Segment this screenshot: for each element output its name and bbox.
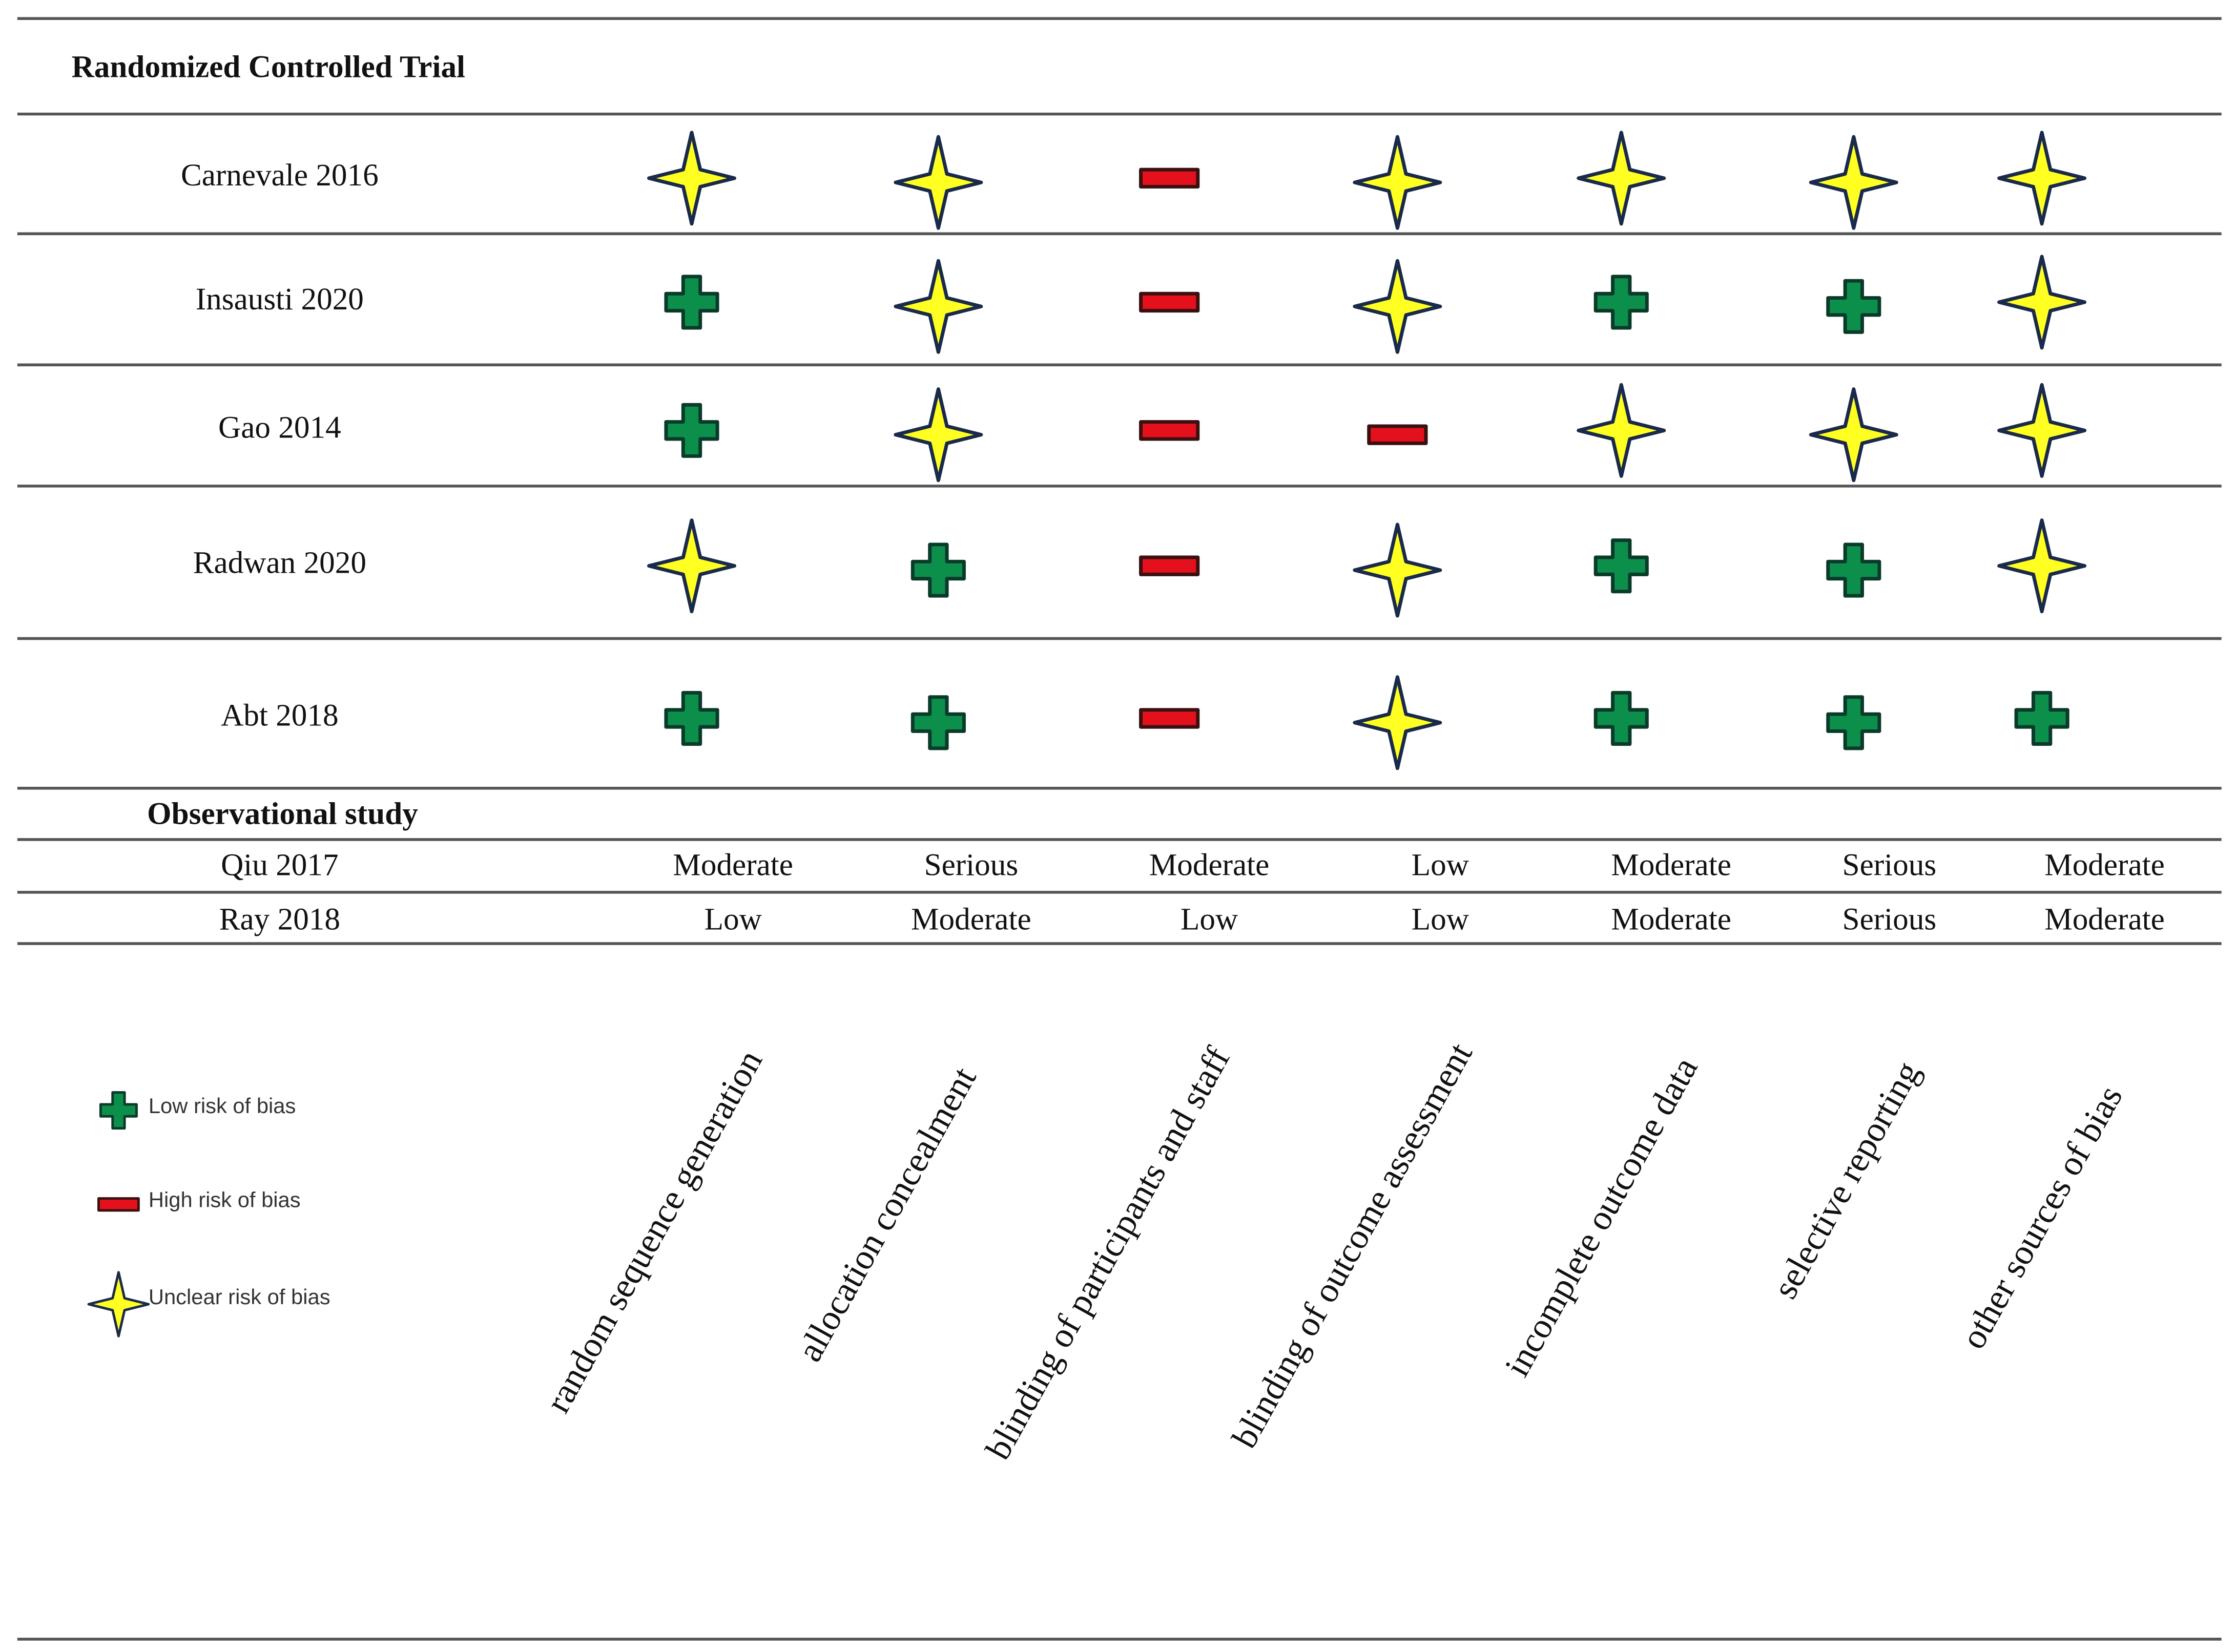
risk-symbol xyxy=(664,403,719,458)
study-label: Radwan 2020 xyxy=(193,546,366,580)
risk-symbol xyxy=(99,1091,138,1130)
risk-symbol xyxy=(1353,675,1442,770)
risk-symbol xyxy=(1997,383,2087,478)
legend-label: Low risk of bias xyxy=(149,1094,296,1118)
risk-symbol xyxy=(647,131,736,226)
section-title: Observational study xyxy=(147,796,418,831)
column-header: random sequence generation xyxy=(538,1043,770,1419)
risk-symbol xyxy=(647,518,736,614)
risk-symbol xyxy=(1353,135,1442,230)
study-label: Qiu 2017 xyxy=(221,848,339,883)
risk-symbol xyxy=(1997,131,2087,226)
column-header: incomplete outcome data xyxy=(1497,1051,1705,1383)
risk-symbol xyxy=(894,135,983,230)
study-label: Abt 2018 xyxy=(221,698,339,733)
risk-symbol xyxy=(1593,538,1649,594)
risk-symbol xyxy=(1139,555,1200,576)
column-header: selective reporting xyxy=(1765,1055,1928,1305)
risk-symbol xyxy=(1139,420,1200,441)
risk-symbol xyxy=(1826,542,1881,598)
risk-judgement: Moderate xyxy=(1611,902,1731,936)
risk-judgement: Serious xyxy=(1842,902,1937,936)
risk-symbol xyxy=(1826,695,1881,750)
risk-symbol xyxy=(1809,135,1898,230)
study-label: Carnevale 2016 xyxy=(181,158,379,193)
section-title: Randomized Controlled Trial xyxy=(72,49,465,84)
risk-judgement: Moderate xyxy=(673,848,793,883)
risk-symbol xyxy=(1809,387,1898,483)
risk-judgement: Low xyxy=(1412,848,1469,883)
risk-judgement: Moderate xyxy=(1611,848,1731,883)
risk-judgement: Moderate xyxy=(1149,848,1270,883)
risk-symbol xyxy=(910,542,966,598)
column-header: allocation concealment xyxy=(790,1061,984,1368)
risk-judgement: Serious xyxy=(1842,848,1937,883)
study-label: Ray 2018 xyxy=(219,902,340,936)
risk-judgement: Low xyxy=(1181,902,1238,936)
risk-symbol xyxy=(1826,279,1881,334)
risk-symbol xyxy=(1577,383,1666,478)
legend-label: Unclear risk of bias xyxy=(149,1285,330,1309)
risk-judgement: Serious xyxy=(924,848,1019,883)
risk-symbol xyxy=(664,691,719,746)
risk-symbol xyxy=(664,275,719,330)
risk-symbol xyxy=(87,1271,150,1337)
risk-symbol xyxy=(97,1197,140,1212)
column-header: blinding of participants and staff xyxy=(978,1040,1238,1466)
risk-symbol xyxy=(894,387,983,483)
risk-symbol xyxy=(1139,291,1200,313)
risk-symbol xyxy=(1593,691,1649,746)
risk-symbol xyxy=(1367,424,1428,445)
risk-symbol xyxy=(1353,522,1442,618)
risk-judgement: Moderate xyxy=(2044,902,2165,936)
risk-symbol xyxy=(910,695,966,750)
study-label: Gao 2014 xyxy=(218,410,341,445)
risk-symbol xyxy=(1997,518,2087,614)
risk-symbol xyxy=(1353,259,1442,354)
risk-symbol xyxy=(2014,691,2069,746)
risk-judgement: Moderate xyxy=(2044,848,2165,883)
risk-judgement: Low xyxy=(705,902,762,936)
column-header: other sources of bias xyxy=(1953,1079,2130,1355)
study-label: Insausti 2020 xyxy=(196,282,364,317)
risk-judgement: Low xyxy=(1412,902,1469,936)
risk-judgement: Moderate xyxy=(911,902,1031,936)
legend-label: High risk of bias xyxy=(149,1188,301,1212)
risk-symbol xyxy=(894,259,983,354)
risk-symbol xyxy=(1593,275,1649,330)
risk-symbol xyxy=(1577,131,1666,226)
risk-symbol xyxy=(1139,708,1200,729)
risk-symbol xyxy=(1997,255,2087,350)
column-header: blinding of outcome assessment xyxy=(1225,1036,1480,1454)
risk-symbol xyxy=(1139,168,1200,189)
